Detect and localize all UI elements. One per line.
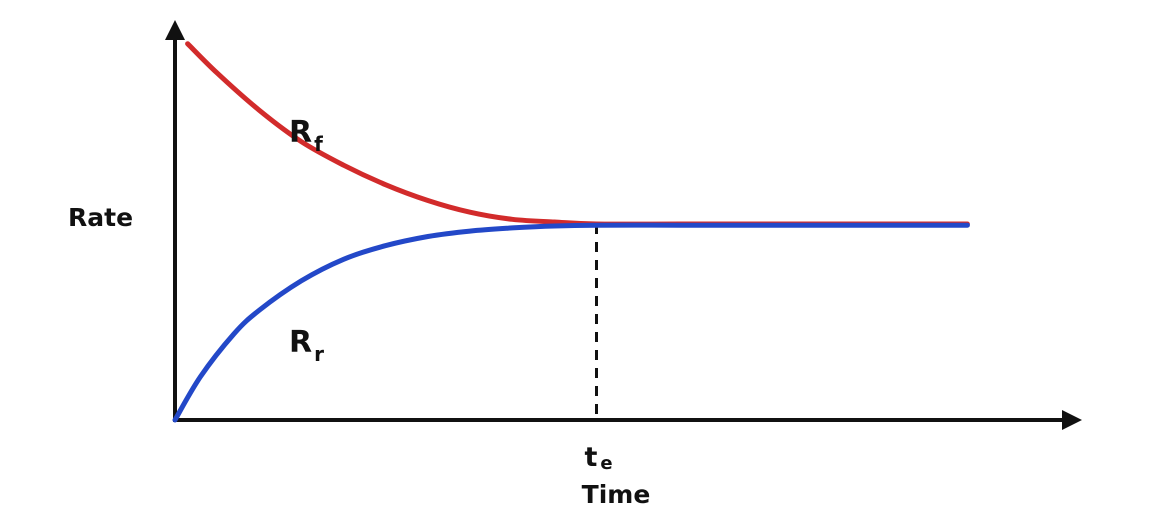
series-line-rr <box>172 222 970 423</box>
x-axis-label: Time <box>582 480 651 508</box>
y-axis-label: Rate <box>68 203 133 232</box>
